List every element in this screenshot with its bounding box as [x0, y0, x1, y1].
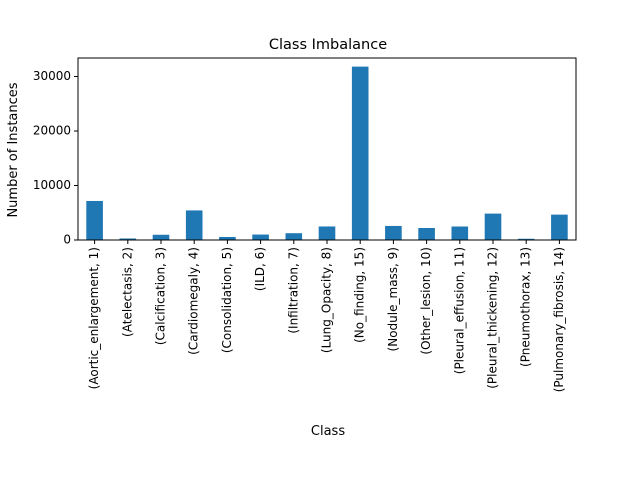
bars-group [86, 66, 568, 240]
y-tick-label: 0 [63, 233, 71, 247]
x-tick-label: (Cardiomegaly, 4) [187, 247, 201, 355]
y-tick-label: 30000 [33, 69, 71, 83]
bar [385, 225, 402, 240]
bar [351, 66, 369, 240]
x-tick-label: (Pulmonary_fibrosis, 14) [552, 247, 566, 392]
x-tick-label: (Atelectasis, 2) [120, 247, 134, 337]
x-tick-label: (Calcification, 3) [154, 247, 168, 345]
x-tick-label: (No_finding, 15) [353, 247, 367, 343]
y-tick-label: 10000 [33, 178, 71, 192]
bar [285, 233, 303, 240]
y-axis: 0 10000 20000 30000 [33, 69, 78, 247]
plot-frame [77, 57, 577, 241]
bar [517, 238, 535, 240]
bar [451, 226, 469, 240]
x-tick-label: (Pleural_thickening, 12) [486, 247, 500, 389]
bar [484, 213, 502, 240]
x-tick-label: (Other_lesion, 10) [419, 247, 433, 355]
bar [551, 214, 568, 240]
x-axis-label: Class [311, 424, 345, 439]
bar [318, 226, 336, 240]
bar [219, 236, 236, 240]
x-axis: (Aortic_enlargement, 1) (Atelectasis, 2) (… [87, 240, 566, 392]
bar [252, 234, 269, 240]
x-tick-label: (Infiltration, 7) [286, 247, 300, 334]
x-tick-label: (Lung_Opacity, 8) [320, 247, 334, 353]
bar [119, 238, 137, 240]
bar [152, 234, 170, 240]
x-tick-label: (ILD, 6) [253, 247, 267, 291]
x-tick-label: (Consolidation, 5) [220, 247, 234, 353]
bar [86, 200, 103, 240]
y-axis-label: Number of Instances [6, 82, 21, 217]
x-tick-label: (Aortic_enlargement, 1) [87, 247, 101, 389]
x-tick-label: (Nodule_mass, 9) [386, 247, 400, 351]
x-tick-label: (Pneumothorax, 13) [519, 247, 533, 367]
y-tick-label: 20000 [33, 124, 71, 138]
x-tick-label: (Pleural_effusion, 11) [452, 247, 466, 374]
bar [418, 227, 435, 240]
chart-title: Class Imbalance [269, 37, 387, 53]
bar [185, 210, 203, 240]
